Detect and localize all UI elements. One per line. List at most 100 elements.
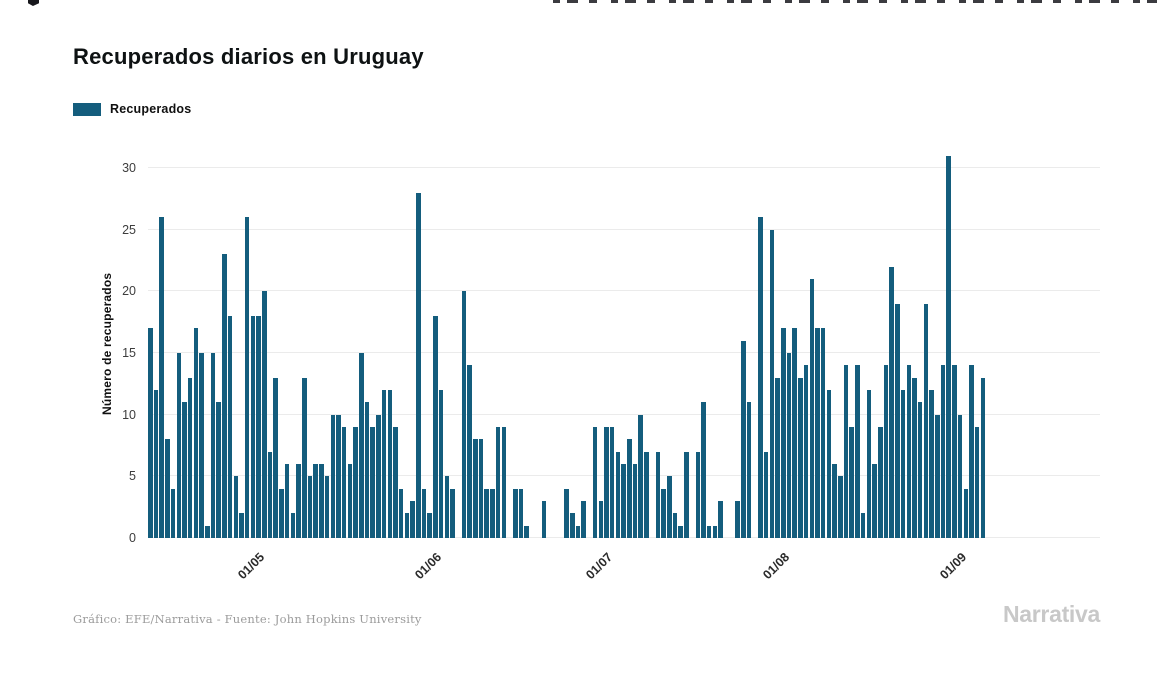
x-axis-tick-label: 01/07	[583, 550, 616, 583]
legend: Recuperados	[73, 102, 191, 116]
bar-recuperados	[518, 488, 524, 538]
legend-label: Recuperados	[110, 102, 192, 116]
bar-recuperados	[410, 501, 415, 538]
bar-recuperados	[935, 414, 940, 538]
bar-recuperados	[324, 476, 330, 538]
bar-recuperados	[267, 451, 273, 538]
plot-area: 0 5 10 15 20 25 30 01/05 01/06 01/07 01/08 01/09	[122, 155, 1100, 582]
bar-recuperados	[929, 390, 934, 538]
bar-recuperados	[712, 525, 718, 538]
bar-recuperados	[159, 217, 164, 538]
clipped-mark-artifact	[28, 0, 39, 6]
bar-recuperados	[387, 390, 393, 538]
bar-recuperados	[809, 279, 815, 538]
y-axis-tick-label: 10	[122, 407, 136, 422]
bar-recuperados	[416, 192, 421, 538]
bar-recuperados	[393, 427, 398, 538]
bar-recuperados	[860, 513, 866, 538]
bar-recuperados	[895, 303, 900, 538]
bar-recuperados	[501, 427, 507, 538]
bar-recuperados	[912, 377, 917, 538]
bar-recuperados	[153, 390, 159, 538]
bar-recuperados	[684, 451, 689, 538]
y-axis-tick-label: 20	[122, 284, 136, 299]
bar-recuperados	[775, 377, 780, 538]
bar-recuperados	[421, 488, 427, 538]
y-axis-tick-label: 5	[129, 469, 136, 484]
bar-recuperados	[336, 414, 341, 538]
x-axis-tick-label: 01/08	[760, 550, 793, 583]
bar-recuperados	[307, 476, 313, 538]
bar-recuperados	[353, 427, 358, 538]
bar-recuperados	[404, 513, 410, 538]
bar-recuperados	[855, 365, 860, 538]
bar-recuperados	[843, 365, 849, 538]
narrativa-logo-text: Narrativa	[1002, 601, 1100, 627]
bar-recuperados	[889, 266, 894, 538]
bar-recuperados	[615, 451, 621, 538]
bar-recuperados	[359, 353, 364, 538]
y-axis-tick-label: 0	[129, 531, 136, 545]
bar-recuperados	[706, 525, 712, 538]
bar-recuperados	[364, 402, 370, 538]
bar-recuperados	[655, 451, 661, 538]
bar-recuperados	[227, 316, 233, 538]
bar-recuperados	[866, 390, 872, 538]
bar-recuperados	[233, 476, 239, 538]
bar-recuperados	[883, 365, 889, 538]
bar-recuperados	[604, 427, 609, 538]
bar-recuperados	[296, 464, 301, 538]
bar-recuperados	[427, 513, 432, 538]
bar-recuperados	[592, 427, 598, 538]
bar-recuperados	[815, 328, 820, 538]
bar-recuperados	[792, 328, 797, 538]
bar-recuperados	[718, 501, 723, 538]
bar-recuperados	[758, 217, 763, 538]
bar-recuperados	[513, 488, 518, 538]
x-axis-tick-label: 01/09	[936, 550, 969, 583]
bar-recuperados	[239, 513, 244, 538]
bar-recuperados	[381, 390, 387, 538]
gridline	[148, 413, 1100, 415]
gridline	[148, 228, 1100, 230]
source-credit: Gráfico: EFE/Narrativa - Fuente: John Ho…	[73, 612, 422, 626]
legend-swatch	[73, 102, 101, 116]
bar-recuperados	[284, 464, 290, 538]
bar-recuperados	[444, 476, 450, 538]
bar-recuperados	[433, 316, 438, 538]
bar-recuperados	[313, 464, 318, 538]
bar-recuperados	[644, 451, 649, 538]
bar-recuperados	[490, 488, 495, 538]
bar-recuperados	[467, 365, 472, 538]
bar-recuperados	[735, 501, 740, 538]
bar-recuperados	[609, 427, 615, 538]
bar-recuperados	[279, 488, 284, 538]
bar-recuperados	[244, 217, 250, 538]
bar-recuperados	[564, 488, 569, 538]
bar-recuperados	[341, 427, 347, 538]
bar-recuperados	[205, 525, 210, 538]
bar-recuperados	[957, 414, 963, 538]
bar-recuperados	[398, 488, 404, 538]
bar-recuperados	[798, 377, 803, 538]
bar-recuperados	[838, 476, 843, 538]
bar-recuperados	[438, 390, 444, 538]
y-axis-tick-label: 25	[122, 222, 136, 237]
y-axis-tick-label: 15	[122, 346, 136, 360]
x-axis-tick-label: 01/06	[412, 550, 445, 583]
bar-recuperados	[222, 254, 227, 538]
bar-recuperados	[541, 501, 547, 538]
bar-recuperados	[741, 340, 746, 538]
bar-recuperados	[330, 414, 336, 538]
bar-recuperados	[666, 476, 672, 538]
bar-recuperados	[347, 464, 353, 538]
bar-recuperados	[803, 365, 809, 538]
bar-recuperados	[621, 464, 626, 538]
bar-recuperados	[952, 365, 957, 538]
bar-recuperados	[176, 353, 182, 538]
bar-recuperados	[165, 439, 170, 538]
bar-recuperados	[917, 402, 923, 538]
bar-recuperados	[832, 464, 837, 538]
y-axis-tick-label: 30	[122, 161, 136, 175]
gridline	[148, 167, 1100, 168]
